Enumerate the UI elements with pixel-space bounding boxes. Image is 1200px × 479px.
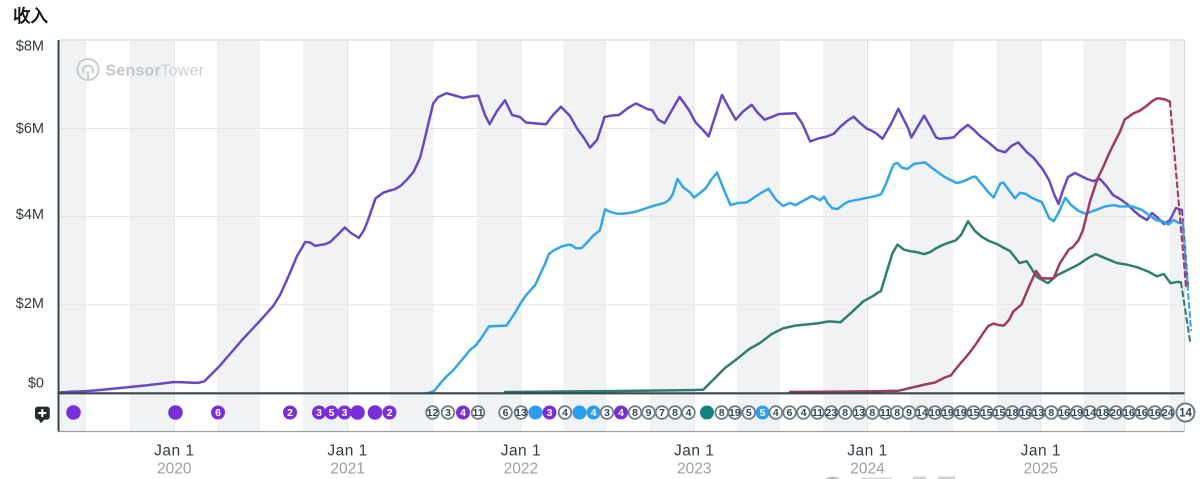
svg-text:3: 3 xyxy=(316,407,322,419)
svg-text:$6M: $6M xyxy=(16,121,44,137)
svg-text:8: 8 xyxy=(869,407,875,419)
svg-text:19: 19 xyxy=(729,407,741,419)
svg-text:4: 4 xyxy=(460,407,466,419)
svg-text:13: 13 xyxy=(515,407,527,419)
svg-text:24: 24 xyxy=(1162,407,1174,419)
svg-text:Sensor: Sensor xyxy=(106,63,161,80)
svg-text:20: 20 xyxy=(1110,407,1122,419)
svg-text:2021: 2021 xyxy=(330,461,364,478)
svg-text:15: 15 xyxy=(981,407,993,419)
svg-text:11: 11 xyxy=(472,407,483,419)
svg-text:8: 8 xyxy=(632,407,638,419)
svg-text:2022: 2022 xyxy=(504,461,538,478)
svg-text:10: 10 xyxy=(929,407,941,419)
svg-text:$4M: $4M xyxy=(16,207,44,223)
svg-text:8: 8 xyxy=(1048,407,1054,419)
svg-text:3: 3 xyxy=(445,407,451,419)
svg-text:5: 5 xyxy=(760,407,766,419)
svg-text:2: 2 xyxy=(287,407,293,419)
svg-text:6: 6 xyxy=(787,407,793,419)
svg-text:8: 8 xyxy=(672,407,678,419)
svg-text:$8M: $8M xyxy=(16,38,44,54)
svg-text:Jan 1: Jan 1 xyxy=(327,443,367,460)
svg-text:14: 14 xyxy=(916,407,928,419)
svg-text:11: 11 xyxy=(812,407,823,419)
svg-text:19: 19 xyxy=(942,407,954,419)
svg-text:Jan 1: Jan 1 xyxy=(674,443,714,460)
svg-text:2020: 2020 xyxy=(157,461,192,478)
svg-text:$0: $0 xyxy=(28,376,44,392)
svg-text:12: 12 xyxy=(427,407,439,419)
svg-text:5: 5 xyxy=(746,407,752,419)
svg-text:14: 14 xyxy=(1084,407,1096,419)
svg-text:2024: 2024 xyxy=(850,461,885,478)
svg-text:2025: 2025 xyxy=(1024,461,1058,478)
svg-text:4: 4 xyxy=(562,407,568,419)
svg-text:16: 16 xyxy=(1058,407,1070,419)
svg-text:4: 4 xyxy=(618,407,624,419)
svg-text:13: 13 xyxy=(1032,407,1044,419)
svg-text:8: 8 xyxy=(719,407,725,419)
svg-text:16: 16 xyxy=(1020,407,1032,419)
svg-text:8: 8 xyxy=(894,407,900,419)
svg-text:4: 4 xyxy=(591,407,597,419)
svg-text:14: 14 xyxy=(1179,408,1192,420)
svg-text:18: 18 xyxy=(1007,407,1019,419)
svg-text:5: 5 xyxy=(329,407,335,419)
svg-text:Jan 1: Jan 1 xyxy=(154,443,194,460)
svg-text:11: 11 xyxy=(880,407,891,419)
svg-text:16: 16 xyxy=(1149,407,1161,419)
svg-text:4: 4 xyxy=(801,407,807,419)
svg-text:18: 18 xyxy=(1097,407,1109,419)
svg-text:19: 19 xyxy=(955,407,967,419)
svg-text:8: 8 xyxy=(842,407,848,419)
svg-text:Jan 1: Jan 1 xyxy=(501,443,541,460)
svg-text:16: 16 xyxy=(1136,407,1148,419)
svg-text:23: 23 xyxy=(825,407,837,419)
svg-text:3: 3 xyxy=(604,407,610,419)
svg-text:收入: 收入 xyxy=(13,6,48,26)
svg-text:4: 4 xyxy=(773,407,779,419)
svg-text:3: 3 xyxy=(342,407,348,419)
svg-text:13: 13 xyxy=(853,407,865,419)
svg-text:16: 16 xyxy=(1123,407,1135,419)
svg-text:4: 4 xyxy=(686,407,692,419)
svg-text:Tower: Tower xyxy=(161,63,205,80)
svg-text:9: 9 xyxy=(906,407,912,419)
svg-text:19: 19 xyxy=(1071,407,1083,419)
svg-text:$2M: $2M xyxy=(16,296,44,312)
svg-text:9: 9 xyxy=(646,407,652,419)
svg-text:2023: 2023 xyxy=(677,461,711,478)
svg-text:3: 3 xyxy=(547,407,553,419)
svg-text:6: 6 xyxy=(503,407,509,419)
svg-text:Jan 1: Jan 1 xyxy=(1021,443,1061,460)
svg-text:7: 7 xyxy=(659,407,665,419)
svg-text:Jan 1: Jan 1 xyxy=(847,443,887,460)
svg-text:15: 15 xyxy=(968,407,980,419)
svg-text:6: 6 xyxy=(215,407,221,419)
svg-text:2: 2 xyxy=(387,407,393,419)
svg-text:15: 15 xyxy=(994,407,1006,419)
